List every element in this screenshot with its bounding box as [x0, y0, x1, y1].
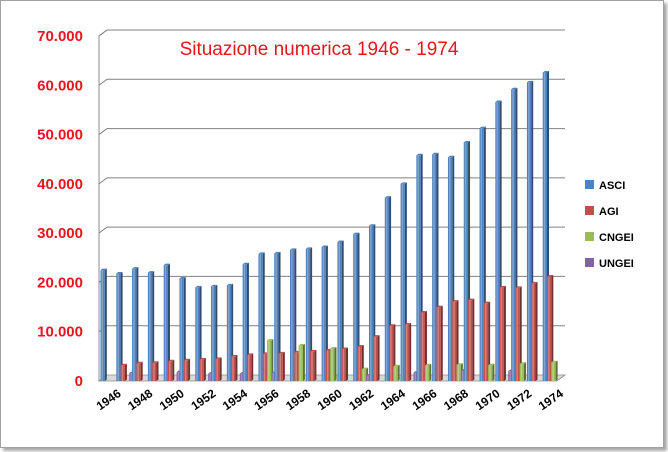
bar-agi: [231, 354, 238, 381]
bar-cngei: [424, 363, 432, 381]
bar-asci: [179, 276, 186, 381]
y-tick-label: 10.000: [37, 324, 83, 341]
x-tick-label: 1954: [220, 386, 250, 413]
bar-asci: [163, 263, 170, 381]
legend-swatch-ungei: [585, 258, 594, 267]
bar-asci: [195, 285, 202, 381]
bar-chart: 0 10.000 20.000 30.000 40.000 50.000 60.000 70.…: [37, 28, 634, 413]
legend-swatch-asci: [585, 180, 594, 189]
bar-agi: [167, 359, 175, 381]
bar-cngei: [330, 346, 337, 381]
x-tick-label: 1968: [441, 386, 471, 413]
bar-agi: [373, 335, 380, 381]
bar-agi: [152, 361, 159, 381]
bar-agi: [136, 361, 143, 381]
x-tick-label: 1960: [315, 386, 345, 413]
grid-line: [98, 78, 565, 86]
bar-agi: [199, 357, 206, 381]
y-axis-ticks: 0 10.000 20.000 30.000 40.000 50.000 60.000 70.…: [37, 28, 83, 390]
legend: ASCI AGI CNGEI UNGEI: [585, 180, 634, 270]
bar-cngei: [551, 360, 558, 381]
y-tick-label: 50.000: [37, 127, 83, 144]
bar-asci: [353, 232, 360, 381]
x-tick-label: 1964: [378, 386, 408, 413]
bar-asci: [242, 262, 249, 381]
grid-line: [98, 177, 565, 185]
bar-agi: [436, 305, 443, 381]
bar-agi: [547, 275, 554, 381]
bar-agi: [515, 286, 522, 381]
bar-asci: [274, 251, 281, 381]
bar-asci: [211, 284, 218, 381]
grid-line: [98, 128, 565, 135]
legend-label-agi: AGI: [599, 206, 619, 218]
bar-agi: [531, 281, 538, 381]
y-tick-label: 20.000: [37, 274, 83, 291]
x-tick-label: 1952: [188, 386, 218, 413]
bar-agi: [404, 322, 412, 381]
bar-cngei: [488, 363, 495, 381]
bar-asci: [132, 267, 139, 381]
x-tick-label: 1958: [283, 386, 313, 413]
x-tick-label: 1946: [94, 386, 124, 413]
legend-swatch-agi: [585, 206, 594, 215]
x-tick-label: 1948: [125, 386, 155, 413]
bar-cngei: [519, 362, 527, 381]
bar-asci: [116, 272, 123, 381]
bar-agi: [278, 351, 285, 381]
x-tick-label: 1966: [410, 386, 440, 413]
bar-agi: [215, 357, 222, 381]
bar-agi: [246, 353, 254, 381]
bar-agi: [341, 347, 348, 381]
x-tick-label: 1970: [473, 386, 503, 413]
y-tick-label: 0: [75, 373, 83, 390]
legend-label-ungei: UNGEI: [599, 258, 634, 270]
bar-cngei: [298, 344, 305, 381]
grid-line: [98, 226, 565, 234]
bar-agi: [310, 349, 317, 381]
legend-label-cngei: CNGEI: [599, 232, 634, 244]
bar-asci: [321, 245, 328, 381]
bar-asci: [100, 268, 107, 381]
y-tick-label: 60.000: [37, 77, 83, 94]
legend-label-asci: ASCI: [599, 180, 625, 192]
x-tick-label: 1972: [504, 386, 534, 413]
bar-asci: [258, 252, 265, 381]
bar-agi: [420, 310, 427, 381]
x-tick-label: 1962: [346, 386, 376, 413]
bar-agi: [468, 298, 475, 381]
y-tick-label: 40.000: [37, 176, 83, 193]
bar-asci: [305, 247, 313, 381]
bar-cngei: [393, 364, 400, 381]
legend-swatch-cngei: [585, 232, 594, 241]
bar-asci: [290, 248, 297, 381]
bar-agi: [183, 358, 191, 381]
x-tick-label: 1974: [536, 386, 566, 413]
x-tick-label: 1956: [252, 386, 282, 413]
bar-cngei: [267, 339, 274, 381]
bar-agi: [499, 285, 506, 381]
chart-title: Situazione numerica 1946 - 1974: [180, 39, 459, 60]
bar-agi: [483, 301, 491, 381]
bars: [100, 70, 558, 382]
y-tick-label: 30.000: [37, 225, 83, 242]
bar-asci: [337, 240, 344, 381]
bar-agi: [120, 363, 127, 381]
x-tick-label: 1950: [157, 386, 187, 413]
grid-line: [98, 29, 565, 37]
bar-asci: [147, 271, 155, 381]
x-axis-ticks: 1946 1948 1950 1952 1954 1956 1958 1960 1962 1964…: [94, 386, 566, 413]
bar-agi: [452, 300, 459, 381]
y-tick-label: 70.000: [37, 28, 83, 45]
